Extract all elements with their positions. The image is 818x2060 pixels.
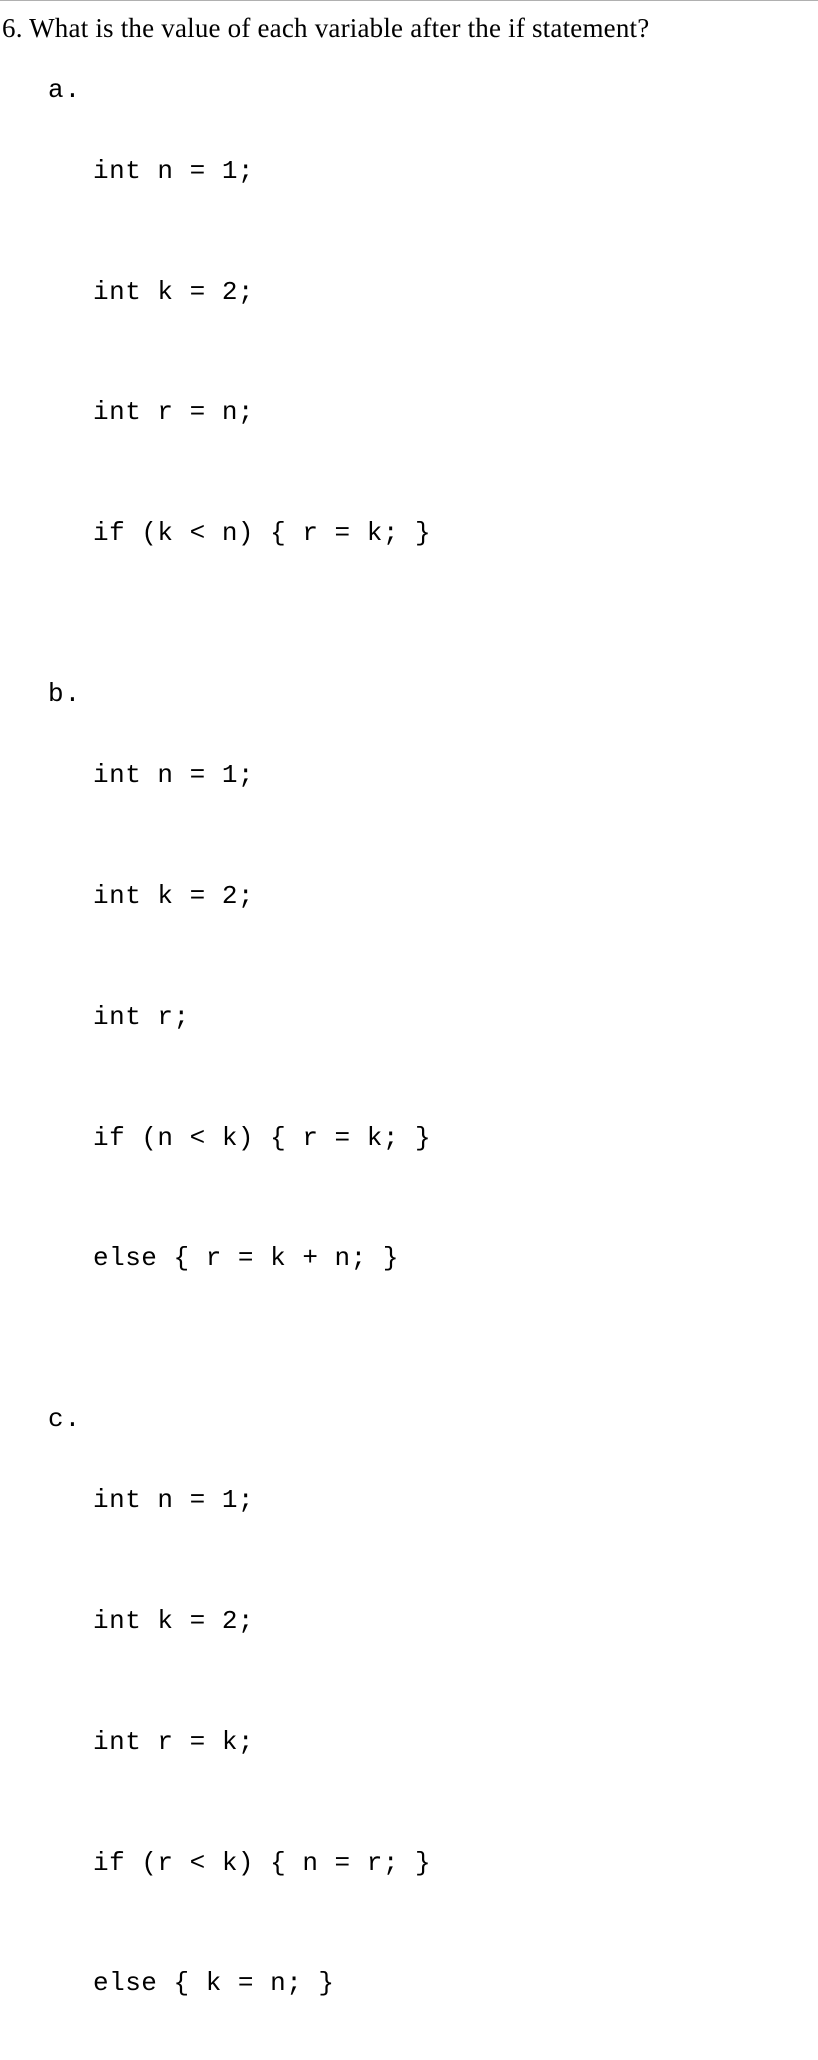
code-line: if (r < k) { n = r; } (93, 1843, 431, 1883)
part-row: a. int n = 1; int k = 2; int r = n; if (… (48, 70, 818, 634)
code-line: int n = 1; (93, 151, 431, 191)
part-row: b. int n = 1; int k = 2; int r; if (n < … (48, 674, 818, 1359)
code-block: int n = 1; int k = 2; int r = n; if (k <… (93, 70, 431, 634)
code-line: int n = 1; (93, 1480, 431, 1520)
code-line: int n = 1; (93, 755, 431, 795)
part-label: c. (48, 1404, 93, 1434)
parts-container: a. int n = 1; int k = 2; int r = n; if (… (48, 70, 818, 2060)
code-line: if (n < k) { r = k; } (93, 1118, 431, 1158)
part-label: a. (48, 75, 93, 105)
question-text: What is the value of each variable after… (29, 13, 649, 43)
code-line: int r; (93, 997, 431, 1037)
code-block: int n = 1; int k = 2; int r; if (n < k) … (93, 674, 431, 1359)
code-line: int k = 2; (93, 272, 431, 312)
page: 6. What is the value of each variable af… (0, 0, 818, 2060)
code-line: int k = 2; (93, 1601, 431, 1641)
question-line: 6. What is the value of each variable af… (2, 11, 818, 46)
part-a: a. int n = 1; int k = 2; int r = n; if (… (48, 70, 818, 634)
code-line: else { k = n; } (93, 1963, 431, 2003)
question-number: 6. (2, 13, 23, 43)
code-line: if (k < n) { r = k; } (93, 513, 431, 553)
code-line: int k = 2; (93, 876, 431, 916)
code-line: int r = k; (93, 1722, 431, 1762)
part-row: c. int n = 1; int k = 2; int r = k; if (… (48, 1399, 818, 2060)
part-label: b. (48, 679, 93, 709)
part-c: c. int n = 1; int k = 2; int r = k; if (… (48, 1399, 818, 2060)
code-line: else { r = k + n; } (93, 1238, 431, 1278)
part-b: b. int n = 1; int k = 2; int r; if (n < … (48, 674, 818, 1359)
code-block: int n = 1; int k = 2; int r = k; if (r <… (93, 1399, 431, 2060)
code-line: int r = n; (93, 392, 431, 432)
